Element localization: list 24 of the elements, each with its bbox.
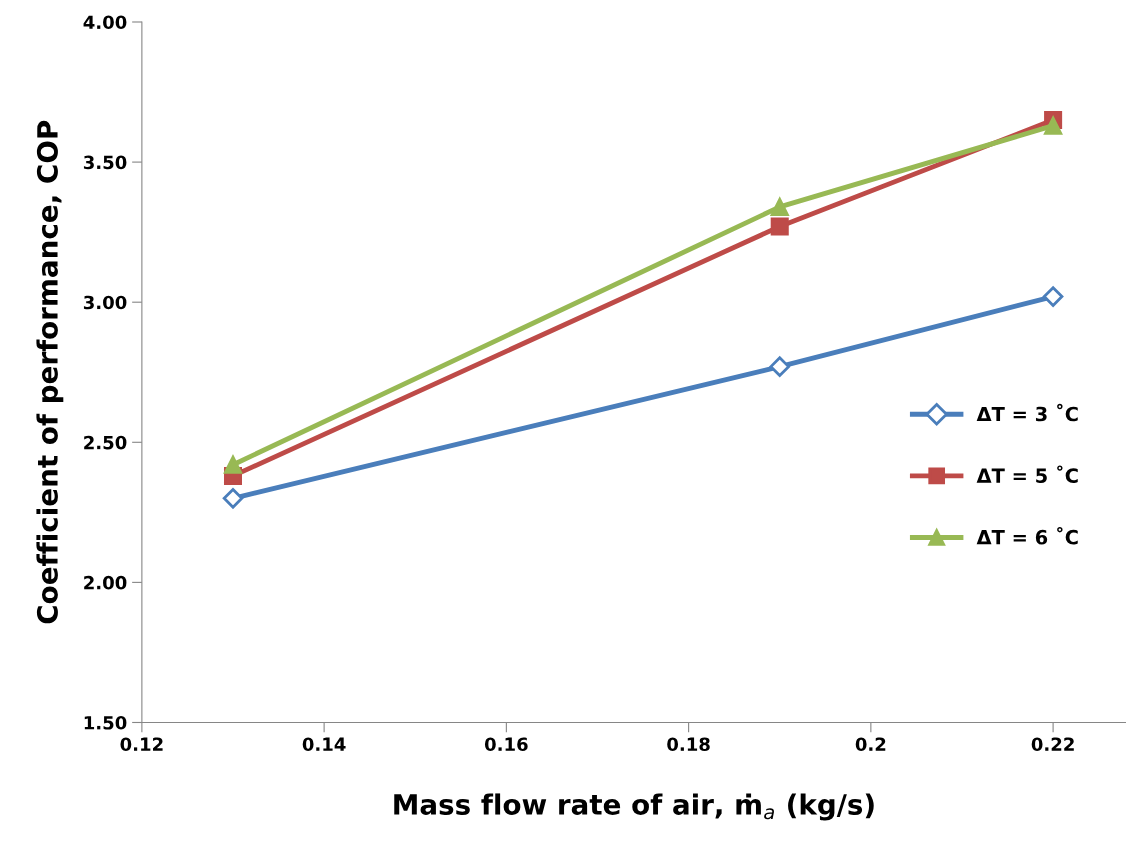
y-tick-label: 2.50 xyxy=(84,435,127,450)
point xyxy=(769,356,790,377)
x-tick-label: 0.18 xyxy=(667,737,710,752)
x-tick-label: 0.22 xyxy=(1031,737,1074,752)
point xyxy=(770,217,789,236)
x-axis-title: Mass flow rate of air, ṁ$_{a}$ (kg/s) xyxy=(394,793,874,821)
point xyxy=(1044,116,1063,135)
y-axis-title: Coefficient of performance, COP xyxy=(36,120,64,624)
x-tick-label: 0.12 xyxy=(120,737,163,752)
point xyxy=(1042,286,1064,307)
legend-label: ΔT = 3 ˚C xyxy=(976,403,1078,422)
y-tick-label: 2.00 xyxy=(84,575,127,590)
legend-label: ΔT = 6 ˚C xyxy=(976,527,1078,545)
x-tick-label: 0.2 xyxy=(855,737,886,752)
legend-label: ΔT = 5 ˚C xyxy=(976,465,1078,483)
y-tick-label: 3.00 xyxy=(83,295,127,310)
y-tick-label: 1.50 xyxy=(84,715,127,730)
point xyxy=(770,197,789,216)
x-tick-label: 0.14 xyxy=(302,737,346,752)
y-tick-label: 4.00 xyxy=(83,15,127,30)
point xyxy=(223,455,243,474)
point xyxy=(222,488,244,509)
y-tick-label: 3.50 xyxy=(83,155,127,170)
x-tick-label: 0.16 xyxy=(484,737,528,752)
